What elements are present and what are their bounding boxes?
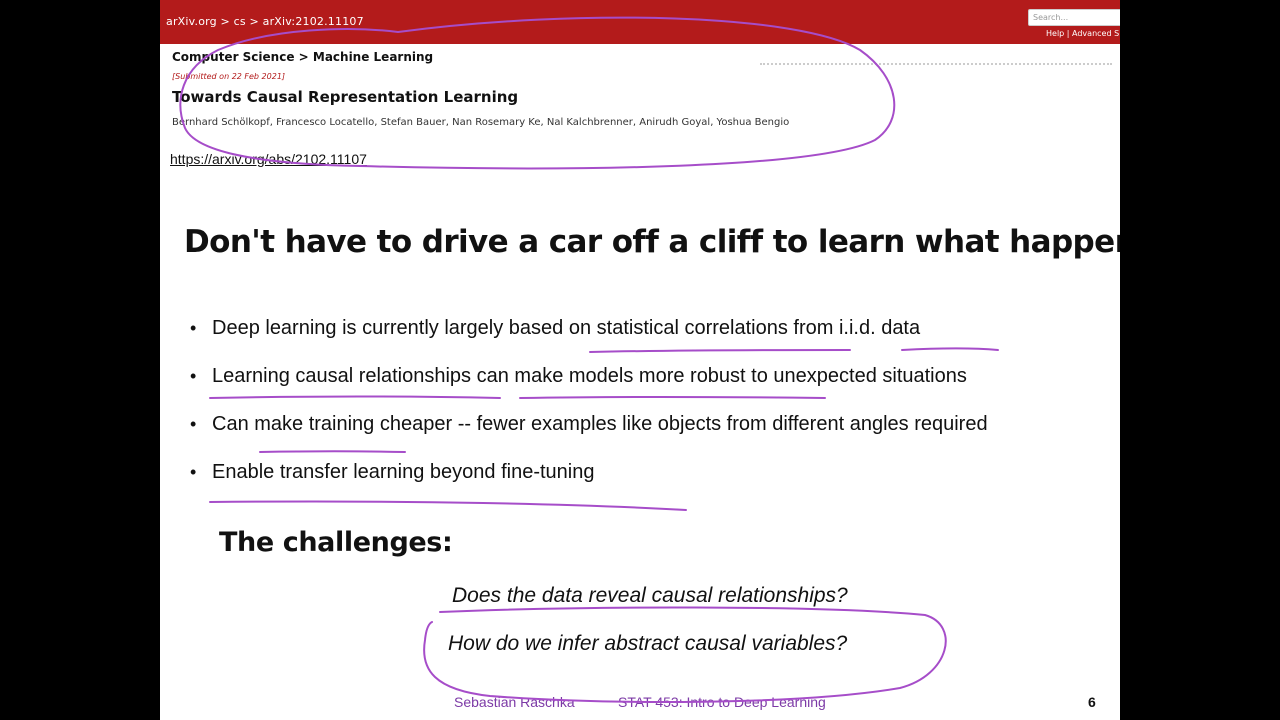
footer-author: Sebastian Raschka: [454, 694, 575, 710]
arxiv-breadcrumbs[interactable]: arXiv.org > cs > arXiv:2102.11107: [166, 15, 364, 28]
bullet-item: • Enable transfer learning beyond fine-tu…: [190, 458, 988, 506]
page-number: 6: [1088, 694, 1096, 710]
footer-course: STAT 453: Intro to Deep Learning: [618, 694, 826, 710]
bullet-item: • Learning causal relationships can make …: [190, 362, 988, 410]
slide: arXiv.org > cs > arXiv:2102.11107 Search…: [160, 0, 1120, 720]
bullet-list: • Deep learning is currently largely base…: [190, 314, 988, 506]
dotted-divider: [760, 63, 1112, 65]
challenges-heading: The challenges:: [219, 527, 453, 558]
bullet-text: Deep learning is currently largely based…: [212, 317, 921, 339]
paper-title: Towards Causal Representation Learning: [172, 88, 519, 106]
bullet-text: Enable transfer learning beyond fine-tun…: [212, 461, 595, 483]
bullet-text: Learning causal relationships can make m…: [212, 365, 967, 387]
challenge-question: How do we infer abstract causal variable…: [448, 632, 848, 655]
slide-heading: Don't have to drive a car off a cliff to…: [184, 224, 1120, 260]
arxiv-submitted-date: [Submitted on 22 Feb 2021]: [172, 72, 286, 81]
arxiv-header-bar: arXiv.org > cs > arXiv:2102.11107 Search…: [160, 0, 1120, 44]
arxiv-subject: Computer Science > Machine Learning: [172, 50, 434, 64]
bullet-dot-icon: •: [190, 462, 197, 482]
challenge-question: Does the data reveal causal relationship…: [452, 584, 848, 607]
arxiv-search-input[interactable]: Search...: [1028, 9, 1120, 26]
bullet-item: • Deep learning is currently largely base…: [190, 314, 988, 362]
paper-authors: Bernhard Schölkopf, Francesco Locatello,…: [172, 117, 790, 128]
bullet-dot-icon: •: [190, 318, 197, 338]
bullet-item: • Can make training cheaper -- fewer exam…: [190, 410, 988, 458]
arxiv-help-links[interactable]: Help | Advanced S: [1046, 29, 1120, 38]
bullet-text: Can make training cheaper -- fewer examp…: [212, 413, 988, 435]
bullet-dot-icon: •: [190, 414, 197, 434]
paper-url-link[interactable]: https://arxiv.org/abs/2102.11107: [170, 151, 367, 167]
bullet-dot-icon: •: [190, 366, 197, 386]
